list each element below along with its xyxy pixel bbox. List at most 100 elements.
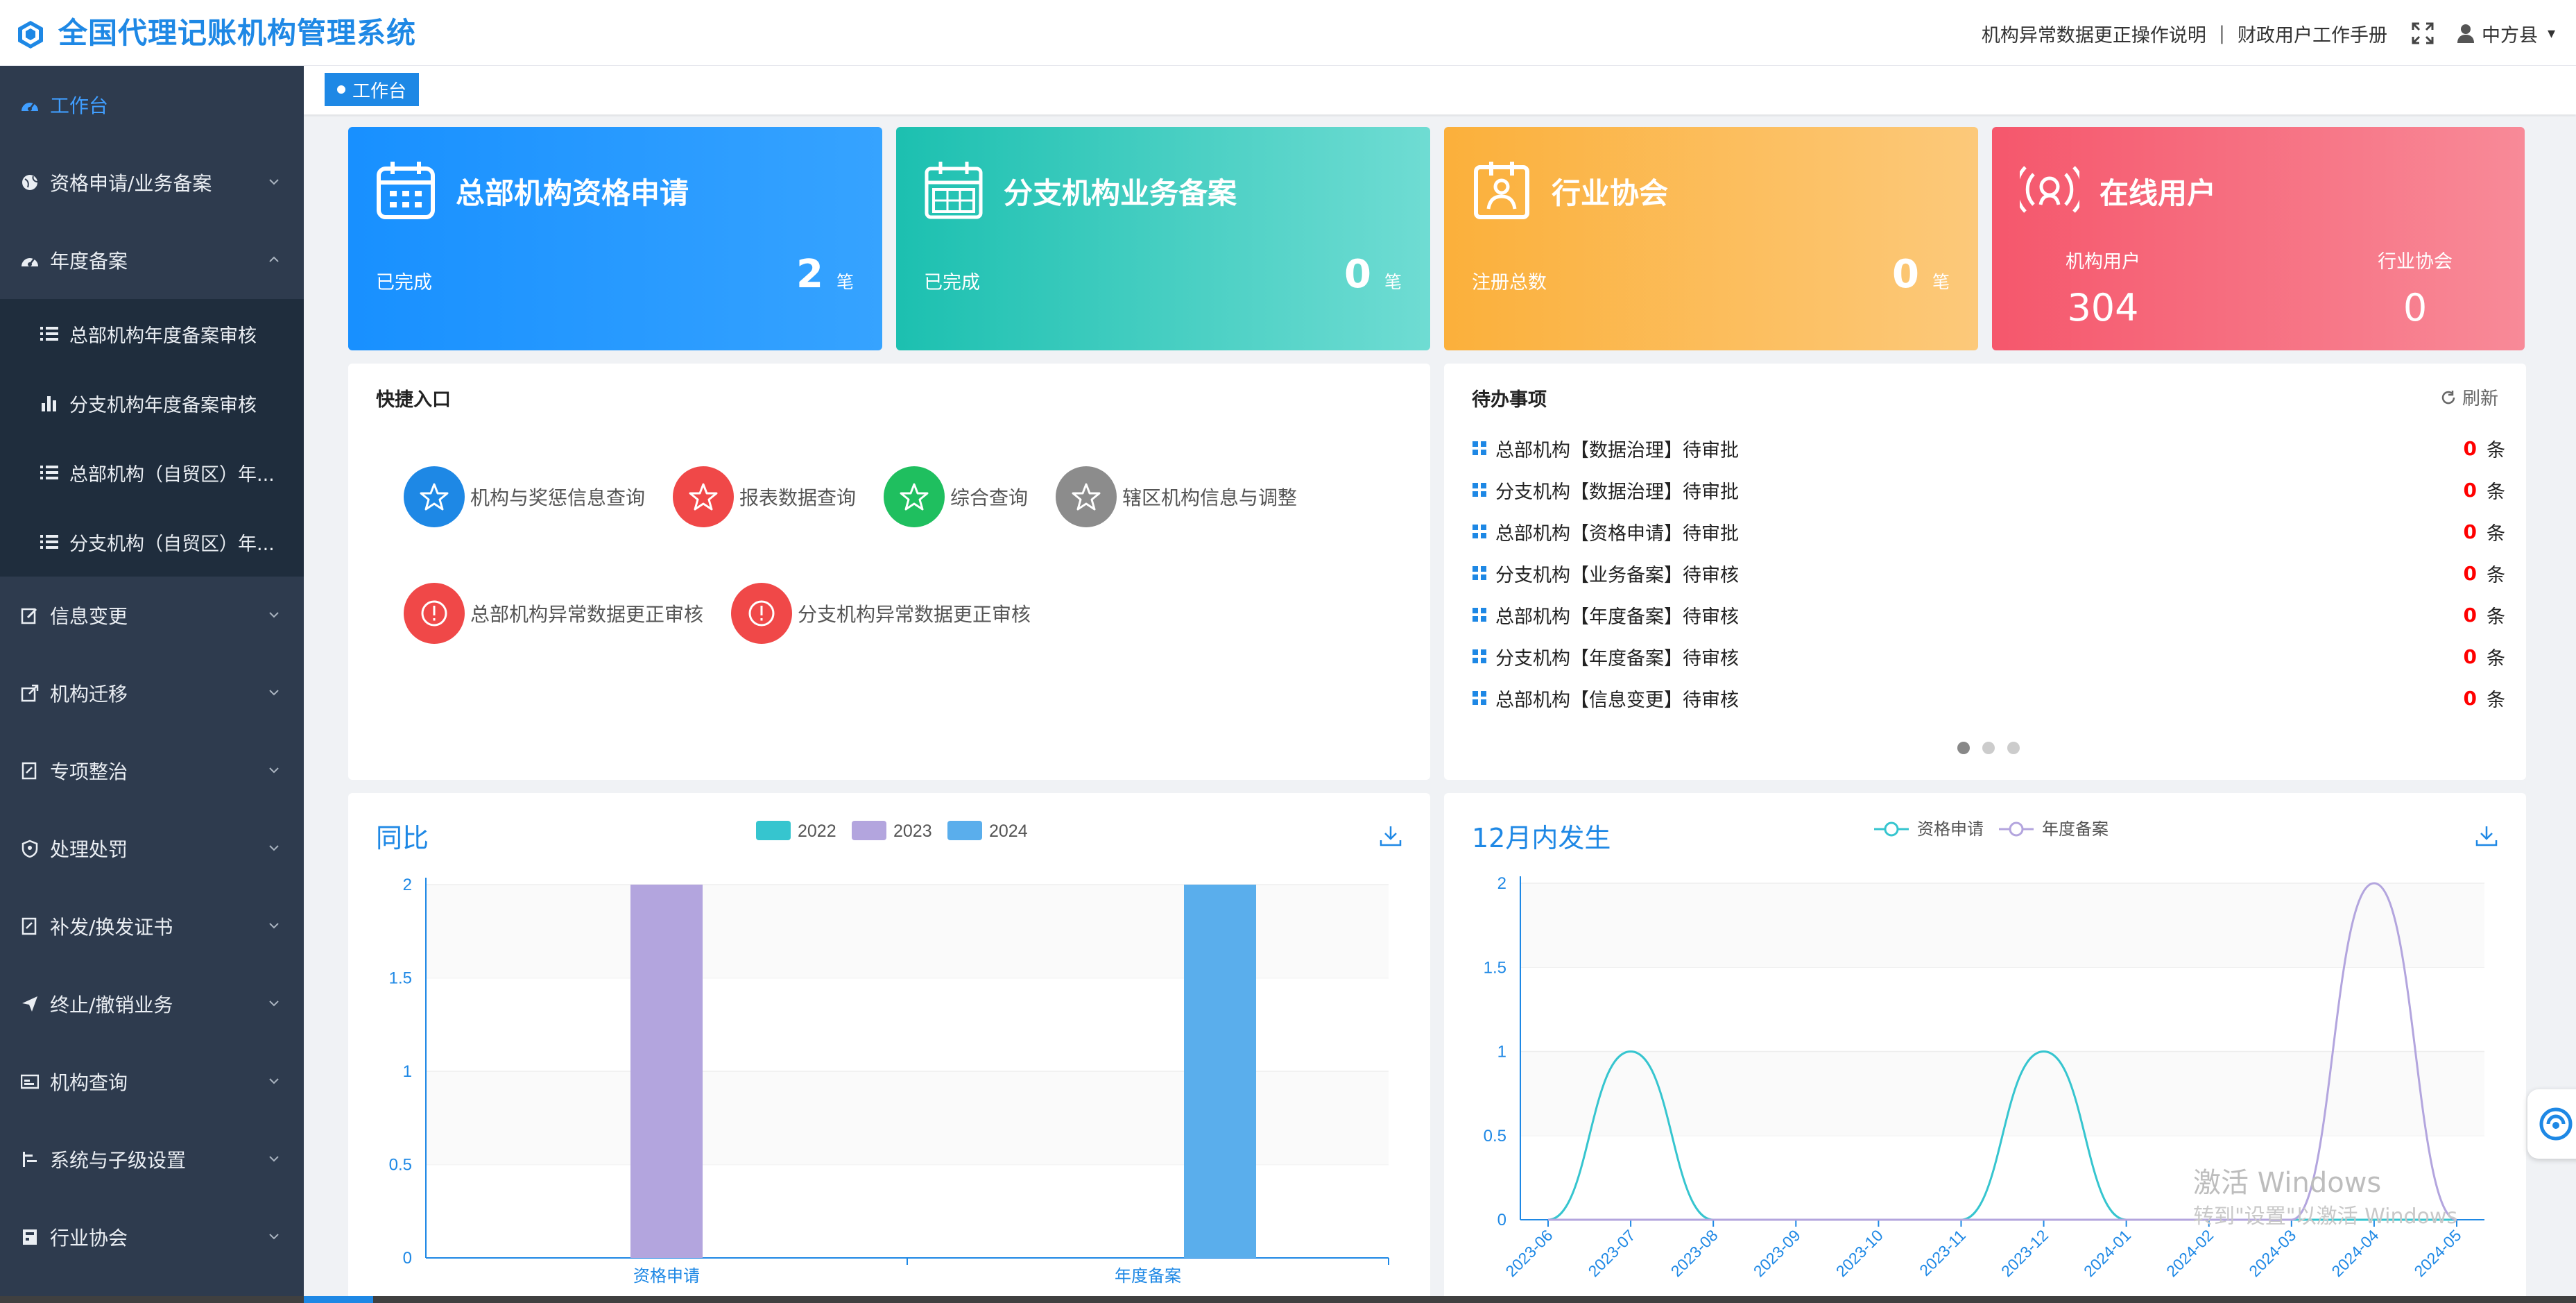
- todo-count-value: 0: [2463, 520, 2477, 543]
- y-tick-label: 1: [403, 1062, 412, 1081]
- x-tick-label: 2023-07: [1585, 1226, 1639, 1280]
- sidebar-item-label: 机构迁移: [50, 683, 128, 706]
- sidebar-item-system-settings[interactable]: 系统与子级设置: [0, 1121, 304, 1198]
- id-badge-icon: [1474, 162, 1529, 219]
- carousel-dot[interactable]: [2007, 742, 2020, 754]
- todo-count-unit: 条: [2487, 689, 2505, 711]
- todo-item[interactable]: 分支机构【业务备案】待审核 0 条: [1472, 559, 2505, 587]
- monthly-chart-panel: 12月内发生 0 0.5 1 1.5 2 2023-06 2023-07 2023-08 202…: [1444, 793, 2526, 1303]
- todo-count-unit: 条: [2487, 647, 2505, 670]
- association-users-value: 0: [2403, 286, 2428, 330]
- quick-org-reward-query[interactable]: 机构与奖惩信息查询: [404, 466, 645, 527]
- user-menu[interactable]: 中方县 ▾: [2457, 20, 2555, 47]
- x-tick-label: 资格申请: [633, 1266, 700, 1286]
- quick-entry-title: 快捷入口: [376, 389, 451, 411]
- bar-chart-icon: [40, 393, 60, 413]
- quick-jurisdiction-adjust[interactable]: 辖区机构信息与调整: [1056, 466, 1297, 527]
- sidebar-item-termination[interactable]: 终止/撤销业务: [0, 965, 304, 1043]
- sidebar-item-label: 资格申请/业务备案: [50, 172, 212, 195]
- fullscreen-icon[interactable]: [2411, 22, 2435, 45]
- subitem-hq-ftz-annual[interactable]: 总部机构（自贸区）年...: [0, 438, 304, 507]
- sidebar-item-penalty[interactable]: 处理处罚: [0, 810, 304, 887]
- legend-label: 2024: [989, 821, 1028, 841]
- sidebar-item-info-change[interactable]: 信息变更: [0, 577, 304, 654]
- todo-count-value: 0: [2463, 686, 2477, 710]
- alert-icon: [404, 583, 465, 644]
- todo-item[interactable]: 分支机构【数据治理】待审批 0 条: [1472, 476, 2505, 504]
- star-icon: [884, 466, 945, 527]
- building-icon: [19, 1227, 40, 1247]
- todo-item[interactable]: 总部机构【资格申请】待审批 0 条: [1472, 518, 2505, 545]
- app-title: 全国代理记账机构管理系统: [58, 16, 417, 50]
- x-tick-label: 2023-11: [1916, 1226, 1969, 1279]
- download-icon[interactable]: [1379, 824, 1402, 847]
- quick-label: 综合查询: [950, 486, 1029, 509]
- sidebar-item-special-rectification[interactable]: 专项整治: [0, 732, 304, 810]
- org-users-stat: 机构用户 304: [2047, 246, 2158, 330]
- floating-assistant-button[interactable]: [2527, 1089, 2576, 1159]
- carousel-dot[interactable]: [1982, 742, 1995, 754]
- star-icon: [673, 466, 734, 527]
- chevron-down-icon: [269, 845, 279, 851]
- card-unit: 笔: [836, 272, 855, 292]
- y-tick-label: 1.5: [1484, 958, 1506, 977]
- sidebar-item-annual-filing[interactable]: 年度备案: [0, 221, 304, 299]
- quick-entry-panel: 快捷入口 机构与奖惩信息查询 报表数据查询 综合查询 辖区机构信息与调整 总部机…: [348, 364, 1430, 780]
- quick-comprehensive-query[interactable]: 综合查询: [884, 466, 1028, 527]
- tab-bar: 工作台: [304, 66, 2576, 114]
- card-hq-qualification[interactable]: 总部机构资格申请 已完成 2 笔: [348, 127, 882, 350]
- yoy-chart-panel: 同比 0 0.5 1 1.5 2 资格申请 年度备案 2022 2023 2024: [348, 793, 1430, 1303]
- tab-workbench[interactable]: 工作台: [325, 73, 420, 106]
- subitem-branch-ftz-annual[interactable]: 分支机构（自贸区）年...: [0, 507, 304, 577]
- x-tick-label: 2023-12: [1998, 1226, 2052, 1280]
- legend-label: 资格申请: [1917, 819, 1984, 839]
- todo-label: 总部机构【年度备案】待审核: [1495, 606, 1739, 628]
- legend-marker: [2009, 821, 2024, 837]
- todo-count-unit: 条: [2487, 564, 2505, 586]
- grid-icon: [1472, 649, 1486, 663]
- tab-active-dot: [337, 85, 345, 94]
- sidebar-item-label: 行业协会: [50, 1227, 128, 1250]
- logo-icon: [18, 21, 43, 49]
- alert-icon: [731, 583, 792, 644]
- sidebar-item-certificate[interactable]: 补发/换发证书: [0, 887, 304, 965]
- sidebar-item-org-query[interactable]: 机构查询: [0, 1043, 304, 1121]
- send-icon: [19, 994, 40, 1014]
- y-tick-label: 2: [403, 876, 412, 894]
- scrollbar-thumb[interactable]: [304, 1296, 373, 1303]
- org-users-value: 304: [2067, 286, 2139, 330]
- sidebar-item-migration[interactable]: 机构迁移: [0, 654, 304, 732]
- subitem-branch-annual-review[interactable]: 分支机构年度备案审核: [0, 368, 304, 438]
- quick-label: 机构与奖惩信息查询: [470, 486, 646, 509]
- bottom-scrollbar[interactable]: [0, 1296, 2576, 1303]
- todo-item[interactable]: 总部机构【信息变更】待审核 0 条: [1472, 684, 2505, 712]
- quick-hq-correction-review[interactable]: 总部机构异常数据更正审核: [404, 583, 703, 644]
- operation-guide-link[interactable]: 机构异常数据更正操作说明: [1981, 24, 2206, 46]
- card-online-users[interactable]: 在线用户 机构用户 304 行业协会 0: [1992, 127, 2525, 350]
- quick-label: 分支机构异常数据更正审核: [798, 603, 1031, 626]
- sidebar-item-label: 信息变更: [50, 605, 128, 628]
- card-association[interactable]: 行业协会 注册总数 0 笔: [1444, 127, 1978, 350]
- refresh-button[interactable]: 刷新: [2440, 384, 2498, 410]
- todo-item[interactable]: 总部机构【数据治理】待审批 0 条: [1472, 434, 2505, 462]
- x-tick-label: 2024-01: [2080, 1226, 2134, 1280]
- card-title: 分支机构业务备案: [1004, 176, 1237, 210]
- download-icon[interactable]: [2475, 824, 2498, 847]
- association-users-stat: 行业协会 0: [2360, 246, 2471, 330]
- carousel-dot[interactable]: [1957, 742, 1970, 754]
- sidebar-item-association[interactable]: 行业协会: [0, 1198, 304, 1276]
- sidebar-item-qualification[interactable]: 资格申请/业务备案: [0, 144, 304, 221]
- org-users-label: 机构用户: [2066, 251, 2140, 273]
- quick-report-query[interactable]: 报表数据查询: [673, 466, 856, 527]
- sidebar-item-workbench[interactable]: 工作台: [0, 66, 304, 144]
- quick-label: 报表数据查询: [739, 486, 857, 509]
- todo-item[interactable]: 总部机构【年度备案】待审核 0 条: [1472, 601, 2505, 629]
- subitem-hq-annual-review[interactable]: 总部机构年度备案审核: [0, 299, 304, 368]
- grid-icon: [1472, 566, 1486, 580]
- card-value: 0: [1892, 252, 1919, 297]
- legend-label: 2022: [798, 821, 836, 841]
- todo-item[interactable]: 分支机构【年度备案】待审核 0 条: [1472, 642, 2505, 670]
- quick-branch-correction-review[interactable]: 分支机构异常数据更正审核: [731, 583, 1031, 644]
- user-manual-link[interactable]: 财政用户工作手册: [2237, 24, 2387, 46]
- card-branch-filing[interactable]: 分支机构业务备案 已完成 0 笔: [896, 127, 1430, 350]
